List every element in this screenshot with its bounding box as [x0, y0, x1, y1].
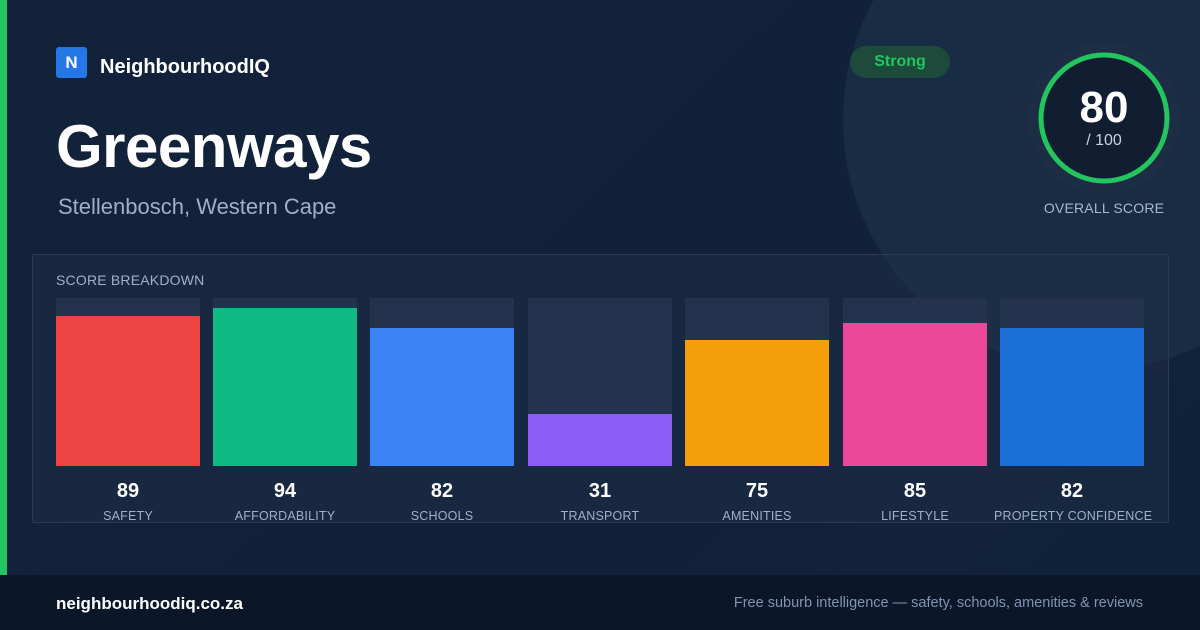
bar-label: AMENITIES — [722, 509, 792, 523]
score-ring-progress — [1038, 52, 1170, 184]
breakdown-title: SCORE BREAKDOWN — [56, 272, 205, 288]
breakdown-item-affordability: 94 AFFORDABILITY — [213, 298, 357, 523]
overall-score-max: / 100 — [1086, 132, 1122, 149]
bar-track — [843, 298, 987, 466]
bar-track — [56, 298, 200, 466]
breakdown-item-property-confidence: 82 PROPERTY CONFIDENCE — [994, 298, 1152, 523]
bar-fill — [528, 414, 672, 466]
bar-track — [528, 298, 672, 466]
overall-score-caption: OVERALL SCORE — [1043, 200, 1165, 216]
bar-value: 85 — [903, 480, 927, 502]
suburb-name: Greenways — [56, 113, 372, 180]
bar-fill — [843, 323, 987, 466]
bar-fill — [56, 316, 200, 466]
bar-label: AFFORDABILITY — [234, 509, 336, 523]
bar-value: 94 — [273, 480, 297, 502]
score-ring-svg — [1028, 42, 1180, 194]
breakdown-item-amenities: 75 AMENITIES — [685, 298, 829, 523]
bar-label: SAFETY — [103, 509, 153, 523]
bar-fill — [1000, 328, 1144, 466]
bar-fill — [370, 328, 514, 466]
bar-track — [370, 298, 514, 466]
overall-score-value: 80 — [1079, 83, 1129, 132]
bar-value: 31 — [588, 480, 612, 502]
bar-value: 75 — [745, 480, 769, 502]
brand-name: NeighbourhoodIQ — [100, 56, 270, 78]
suburb-location: Stellenbosch, Western Cape — [58, 194, 337, 219]
bar-value: 82 — [1060, 480, 1084, 502]
bar-label: TRANSPORT — [560, 509, 640, 523]
bar-label: LIFESTYLE — [881, 509, 949, 523]
breakdown-item-schools: 82 SCHOOLS — [370, 298, 514, 523]
brand-logo-icon: N — [56, 47, 87, 78]
bar-track — [213, 298, 357, 466]
bar-track — [1000, 298, 1144, 466]
accent-stripe — [0, 0, 7, 575]
rating-badge: Strong — [850, 46, 950, 78]
breakdown-item-lifestyle: 85 LIFESTYLE — [843, 298, 987, 523]
bar-fill — [213, 308, 357, 466]
footer: neighbourhoodiq.co.za Free suburb intell… — [0, 575, 1200, 630]
bar-value: 82 — [430, 480, 454, 502]
bar-value: 89 — [116, 480, 140, 502]
footer-tagline: Free suburb intelligence — safety, schoo… — [733, 595, 1143, 611]
breakdown-item-transport: 31 TRANSPORT — [528, 298, 672, 523]
brand: N NeighbourhoodIQ — [56, 46, 270, 79]
share-card: N NeighbourhoodIQ Greenways Stellenbosch… — [0, 0, 1200, 575]
score-breakdown-panel: SCORE BREAKDOWN 89 SAFETY 94 AFFORDABILITY 8… — [32, 254, 1169, 523]
bar-fill — [685, 340, 829, 466]
bar-label: SCHOOLS — [410, 509, 474, 523]
breakdown-item-safety: 89 SAFETY — [56, 298, 200, 523]
bar-label: PROPERTY CONFIDENCE — [994, 509, 1153, 523]
bar-track — [685, 298, 829, 466]
footer-domain: neighbourhoodiq.co.za — [56, 594, 243, 613]
overall-score-ring: 80 / 100 — [1028, 42, 1182, 196]
